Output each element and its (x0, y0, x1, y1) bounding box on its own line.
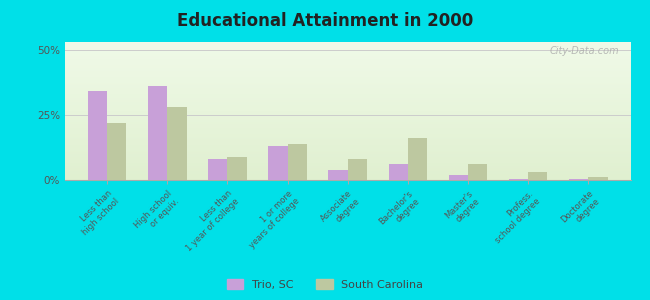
Bar (167, 107, 187, 180)
Bar (268, 146, 287, 180)
Bar (227, 157, 247, 180)
Bar (468, 164, 488, 180)
Bar (569, 179, 588, 180)
Bar (448, 175, 468, 180)
Bar (88, 92, 107, 180)
Bar (348, 159, 367, 180)
Bar (287, 143, 307, 180)
Bar (509, 179, 528, 180)
Bar (588, 177, 608, 180)
Text: City-Data.com: City-Data.com (549, 46, 619, 56)
Bar (107, 123, 126, 180)
Bar (389, 164, 408, 180)
Legend: Trio, SC, South Carolina: Trio, SC, South Carolina (222, 275, 428, 294)
Bar (328, 169, 348, 180)
Text: Educational Attainment in 2000: Educational Attainment in 2000 (177, 12, 473, 30)
Bar (528, 172, 547, 180)
Bar (408, 138, 427, 180)
Bar (208, 159, 227, 180)
Bar (148, 86, 167, 180)
